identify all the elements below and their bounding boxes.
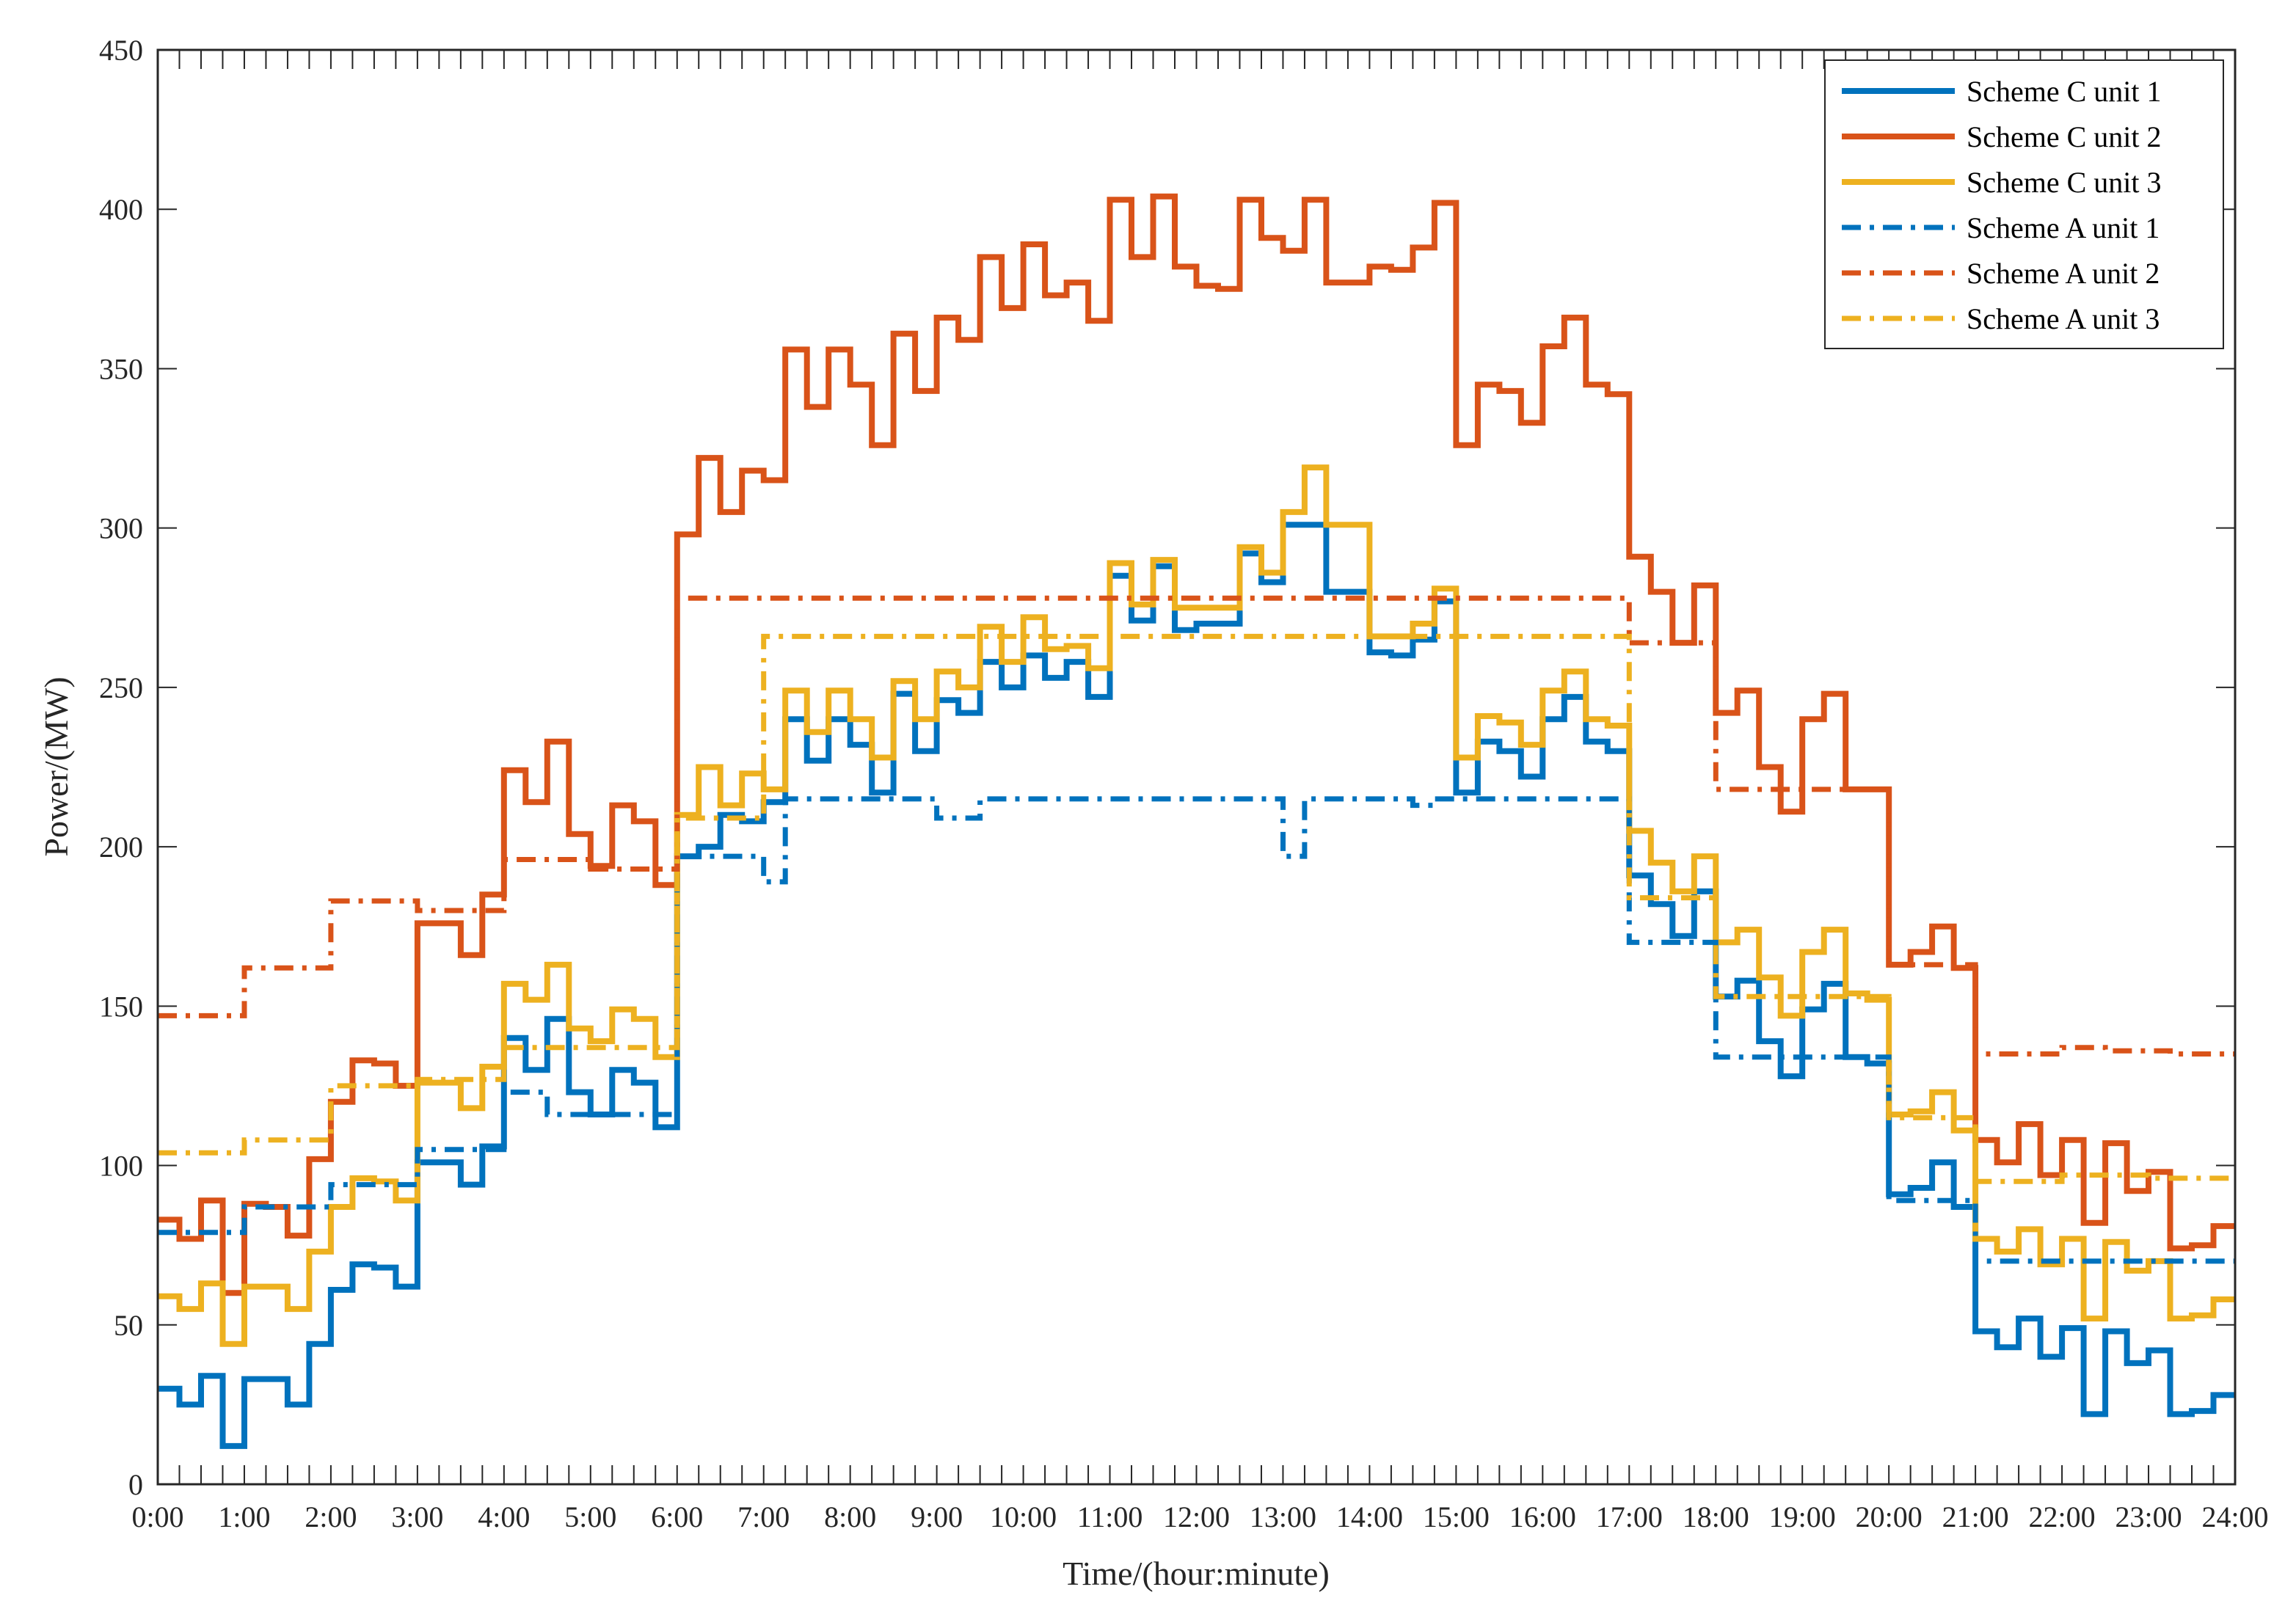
x-tick-label: 5:00 (564, 1500, 616, 1533)
series-line-5 (158, 595, 2235, 1057)
x-axis-title: Time/(hour:minute) (1063, 1555, 1330, 1592)
y-tick-label: 400 (99, 193, 143, 226)
x-tick-label: 20:00 (1856, 1500, 1923, 1533)
x-tick-label: 11:00 (1077, 1500, 1143, 1533)
y-tick-labels: 0 50 100 150 200 250 300 350 400 450 (99, 34, 143, 1501)
y-tick-label: 50 (114, 1309, 143, 1342)
x-tick-label: 3:00 (391, 1500, 443, 1533)
y-tick-label: 300 (99, 512, 143, 545)
series-line-6 (158, 633, 2235, 1184)
y-tick-label: 100 (99, 1150, 143, 1183)
y-tick-label: 150 (99, 990, 143, 1023)
legend-label: Scheme C unit 2 (1967, 120, 2162, 153)
x-tick-label: 2:00 (305, 1500, 357, 1533)
x-tick-label: 1:00 (218, 1500, 270, 1533)
legend-label: Scheme C unit 3 (1967, 166, 2162, 199)
y-tick-label: 250 (99, 671, 143, 704)
legend-label: Scheme C unit 1 (1967, 75, 2162, 108)
y-tick-label: 450 (99, 34, 143, 67)
x-tick-label: 21:00 (1942, 1500, 2009, 1533)
x-tick-label: 19:00 (1769, 1500, 1836, 1533)
x-tick-label: 10:00 (990, 1500, 1057, 1533)
x-tick-label: 4:00 (478, 1500, 530, 1533)
legend-label: Scheme A unit 1 (1967, 211, 2160, 244)
x-tick-label: 15:00 (1423, 1500, 1490, 1533)
legend: Scheme C unit 1 Scheme C unit 2 Scheme C u… (1824, 59, 2224, 349)
x-tick-label: 0:00 (131, 1500, 183, 1533)
y-axis-title: Power/(MW) (37, 676, 75, 856)
x-tick-label: 22:00 (2029, 1500, 2096, 1533)
y-tick-label: 0 (128, 1468, 143, 1501)
x-tick-label: 24:00 (2201, 1500, 2268, 1533)
x-tick-labels: 0:00 1:00 2:00 3:00 4:00 5:00 6:00 7:00 8:00 9:00… (131, 1500, 2268, 1533)
x-tick-label: 13:00 (1250, 1500, 1316, 1533)
x-tick-label: 6:00 (651, 1500, 703, 1533)
x-tick-label: 16:00 (1509, 1500, 1576, 1533)
series-layer (158, 193, 2235, 1449)
legend-label: Scheme A unit 2 (1967, 257, 2160, 290)
legend-box (1824, 59, 2224, 349)
y-tick-label: 200 (99, 831, 143, 864)
legend-items: Scheme C unit 1 Scheme C unit 2 Scheme C u… (1842, 75, 2162, 335)
x-tick-label: 18:00 (1683, 1500, 1749, 1533)
x-tick-label: 12:00 (1163, 1500, 1230, 1533)
series-line-4 (158, 796, 2235, 1264)
legend-label: Scheme A unit 3 (1967, 302, 2160, 335)
x-tick-label: 7:00 (737, 1500, 790, 1533)
series-line-3 (158, 464, 2235, 1347)
x-tick-label: 23:00 (2115, 1500, 2182, 1533)
x-tick-label: 14:00 (1336, 1500, 1403, 1533)
y-tick-label: 350 (99, 352, 143, 385)
x-tick-label: 8:00 (824, 1500, 876, 1533)
series-line-1 (158, 522, 2235, 1449)
x-tick-label: 9:00 (911, 1500, 963, 1533)
x-tick-label: 17:00 (1596, 1500, 1663, 1533)
